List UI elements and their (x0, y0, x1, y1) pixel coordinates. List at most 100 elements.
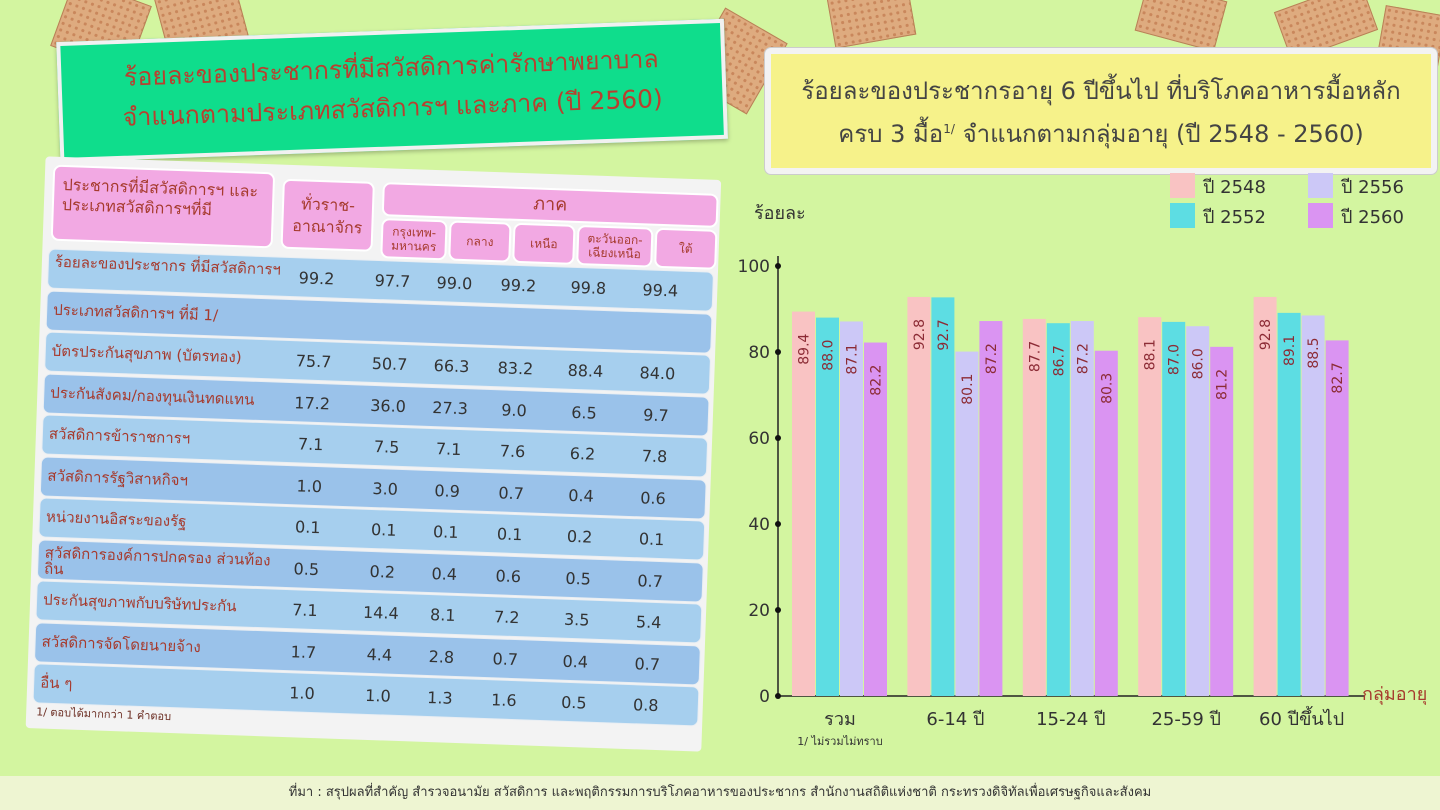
row-label: สวัสดิการข้าราชการฯ (48, 424, 191, 448)
decorative-patch (1134, 0, 1228, 52)
row-value: 0.9 (434, 480, 461, 501)
bar (792, 311, 815, 696)
row-value: 0.5 (565, 568, 592, 589)
bar-value-label: 92.8 (912, 319, 928, 350)
bar-value-label: 87.2 (984, 343, 1000, 374)
y-tick-mark (775, 349, 781, 355)
bar-value-label: 80.1 (960, 374, 976, 405)
legend-swatch (1170, 173, 1195, 198)
x-category-label: รวม (824, 709, 856, 730)
y-tick-label: 60 (748, 429, 770, 449)
row-value: 0.7 (637, 570, 664, 591)
row-label: ร้อยละของประชากร ที่มีสวัสดิการฯ (54, 252, 282, 279)
bar (1138, 317, 1162, 696)
row-value: 50.7 (371, 353, 408, 375)
left-title-box: ร้อยละของประชากรที่มีสวัสดิการค่ารักษาพย… (56, 18, 729, 163)
row-value: 14.4 (362, 602, 400, 623)
y-tick-label: 0 (759, 687, 770, 707)
row-value: 99.2 (500, 275, 537, 296)
y-axis-label: ร้อยละ (754, 203, 806, 224)
x-axis-label: กลุ่มอายุ (1362, 684, 1427, 705)
row-value: 7.2 (493, 607, 520, 628)
legend-label: ปี 2548 (1203, 177, 1266, 198)
row-label: บัตรประกันสุขภาพ (บัตรทอง) (51, 341, 242, 367)
bar (1070, 321, 1094, 696)
x-category-label: 15-24 ปี (1036, 709, 1105, 730)
bar-value-label: 92.7 (936, 319, 952, 350)
header-region-northeast: ตะวันออก-เฉียงเหนือ (576, 224, 654, 268)
right-title-box: ร้อยละของประชากรอายุ 6 ปีขึ้นไป ที่บริโภ… (765, 48, 1437, 174)
row-value: 97.7 (374, 270, 411, 292)
header-region-north: เหนือ (512, 222, 576, 265)
row-value: 99.4 (642, 280, 679, 301)
row-value: 99.2 (298, 268, 335, 289)
x-category-label: 60 ปีขึ้นไป (1259, 706, 1344, 730)
row-value: 1.0 (296, 475, 323, 496)
row-value: 0.1 (638, 529, 665, 550)
legend-label: ปี 2560 (1341, 207, 1404, 228)
row-value: 7.8 (641, 446, 668, 467)
row-value: 0.5 (293, 558, 320, 579)
row-value: 0.7 (498, 482, 525, 503)
bar (864, 342, 887, 696)
row-label: สวัสดิการรัฐวิสาหกิจฯ (47, 466, 189, 490)
row-value: 17.2 (294, 392, 331, 413)
bar-value-label: 88.5 (1306, 337, 1322, 368)
row-value: 7.1 (435, 439, 462, 460)
decorative-patch (825, 0, 917, 49)
bar-value-label: 87.7 (1027, 341, 1043, 372)
category-footnote: 1/ ไม่รวมไม่ทราบ (797, 735, 882, 748)
row-label: อื่น ๆ (39, 673, 73, 693)
y-tick-mark (775, 521, 781, 527)
row-value: 1.3 (426, 688, 453, 708)
row-value: 3.5 (563, 609, 590, 630)
bar (1325, 340, 1349, 696)
legend-swatch (1170, 203, 1195, 228)
bar-value-label: 89.4 (797, 333, 813, 364)
row-value: 7.1 (297, 434, 324, 455)
row-value: 0.8 (632, 695, 659, 716)
bar (1301, 315, 1325, 696)
y-tick-mark (775, 693, 781, 699)
legend-swatch (1308, 203, 1333, 228)
right-title-line2b: จำแนกตามกลุ่มอายุ (ปี 2548 - 2560) (962, 120, 1364, 148)
row-label: สวัสดิการองค์การปกครอง ส่วนท้องถิ่น (43, 543, 271, 578)
bar (907, 296, 931, 696)
right-title-line1: ร้อยละของประชากรอายุ 6 ปีขึ้นไป ที่บริโภ… (801, 77, 1401, 105)
y-tick-mark (775, 435, 781, 441)
legend-label: ปี 2552 (1203, 207, 1266, 228)
x-category-label: 25-59 ปี (1151, 709, 1220, 730)
legend-swatch (1308, 173, 1333, 198)
bar-value-label: 82.7 (1330, 362, 1346, 393)
row-value: 0.5 (560, 692, 587, 713)
row-value: 66.3 (433, 356, 470, 377)
row-value: 27.3 (431, 397, 469, 418)
bar (1210, 346, 1234, 696)
row-value: 75.7 (295, 351, 332, 372)
bar-value-label: 87.2 (1075, 343, 1091, 374)
right-title-line2a: ครบ 3 มื้อ (838, 120, 944, 148)
bar-value-label: 86.0 (1191, 348, 1207, 379)
row-value: 9.0 (500, 399, 528, 420)
row-value: 5.4 (635, 612, 662, 633)
row-value: 0.1 (294, 517, 321, 538)
header-col0: ประชากรที่มีสวัสดิการฯ และประเภทสวัสดิกา… (50, 164, 276, 249)
y-tick-mark (775, 607, 781, 613)
row-label: ประเภทสวัสดิการฯ ที่มี 1/ (52, 300, 219, 324)
row-value: 1.0 (364, 685, 392, 706)
row-value: 7.1 (291, 600, 318, 621)
row-value: 1.6 (490, 690, 517, 711)
bar (931, 297, 955, 696)
row-value: 0.4 (568, 485, 595, 506)
bar-value-label: 88.0 (821, 340, 837, 371)
row-label: ประกันสังคม/กองทุนเงินทดแทน (50, 383, 255, 409)
welfare-table-section: ร้อยละของประชากรที่มีสวัสดิการค่ารักษาพย… (7, 0, 742, 762)
bar (979, 321, 1003, 696)
row-value: 0.1 (432, 522, 459, 542)
row-value: 9.7 (642, 404, 669, 425)
row-value: 1.7 (290, 641, 317, 662)
table-footnote: 1/ ตอบได้มากกว่า 1 คำตอบ (35, 705, 172, 724)
bar-value-label: 86.7 (1051, 345, 1067, 376)
bar (1162, 321, 1186, 696)
